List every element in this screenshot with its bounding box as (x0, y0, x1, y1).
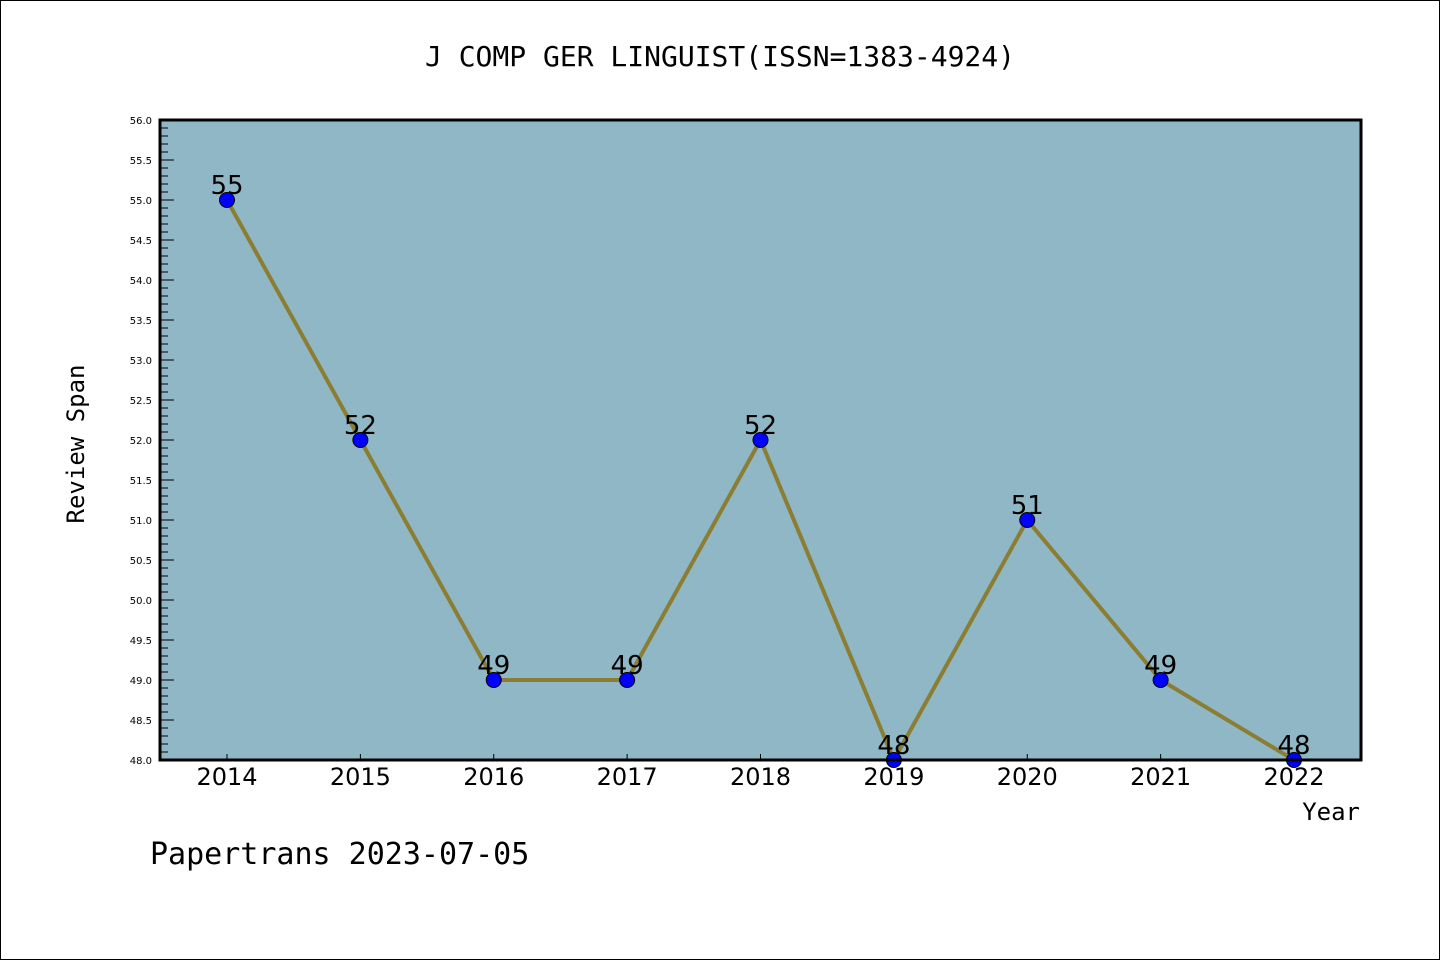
y-tick-label: 55.5 (130, 156, 152, 167)
y-axis-label: Review Span (62, 365, 90, 524)
data-label: 55 (210, 171, 243, 201)
data-point (619, 672, 636, 688)
data-point (352, 432, 369, 448)
x-tick-label: 2015 (330, 763, 391, 791)
x-tick-label: 2020 (997, 763, 1058, 791)
y-tick-label: 51.0 (130, 516, 152, 527)
data-label: 51 (1011, 491, 1044, 521)
data-point (1152, 672, 1169, 688)
data-label: 48 (1277, 731, 1310, 761)
data-label: 49 (611, 651, 644, 681)
data-label: 52 (344, 411, 377, 441)
footer-text: Papertrans 2023-07-05 (150, 837, 529, 872)
data-point (1019, 512, 1036, 528)
y-tick-label: 51.5 (130, 476, 152, 487)
y-tick-label: 50.5 (130, 556, 152, 567)
y-tick-label: 56.0 (130, 116, 152, 127)
y-tick-label: 48.5 (130, 716, 152, 727)
y-tick-label: 50.0 (130, 596, 152, 607)
data-label: 49 (1144, 651, 1177, 681)
plot-border (158, 118, 1363, 762)
y-tick-label: 53.0 (130, 356, 152, 367)
data-label: 52 (744, 411, 777, 441)
x-tick-label: 2021 (1130, 763, 1191, 791)
x-tick-label: 2017 (597, 763, 658, 791)
x-tick-label: 2014 (196, 763, 257, 791)
y-tick-label: 54.0 (130, 276, 152, 287)
data-point (752, 432, 769, 448)
x-tick-label: 2016 (463, 763, 524, 791)
y-tick-label: 52.5 (130, 396, 152, 407)
data-point (485, 672, 502, 688)
y-tick-label: 49.5 (130, 636, 152, 647)
y-tick-label: 48.0 (130, 756, 152, 767)
x-axis-label: Year (1302, 798, 1360, 826)
chart-title: J COMP GER LINGUIST(ISSN=1383-4924) (425, 40, 1015, 73)
data-point (219, 192, 235, 208)
data-label: 48 (877, 731, 910, 761)
y-tick-label: 55.0 (130, 196, 152, 207)
y-tick-label: 54.5 (130, 236, 152, 247)
data-label: 49 (477, 651, 510, 681)
x-tick-label: 2018 (730, 763, 791, 791)
y-tick-label: 53.5 (130, 316, 152, 327)
y-tick-label: 49.0 (130, 676, 152, 687)
y-tick-label: 52.0 (130, 436, 152, 447)
